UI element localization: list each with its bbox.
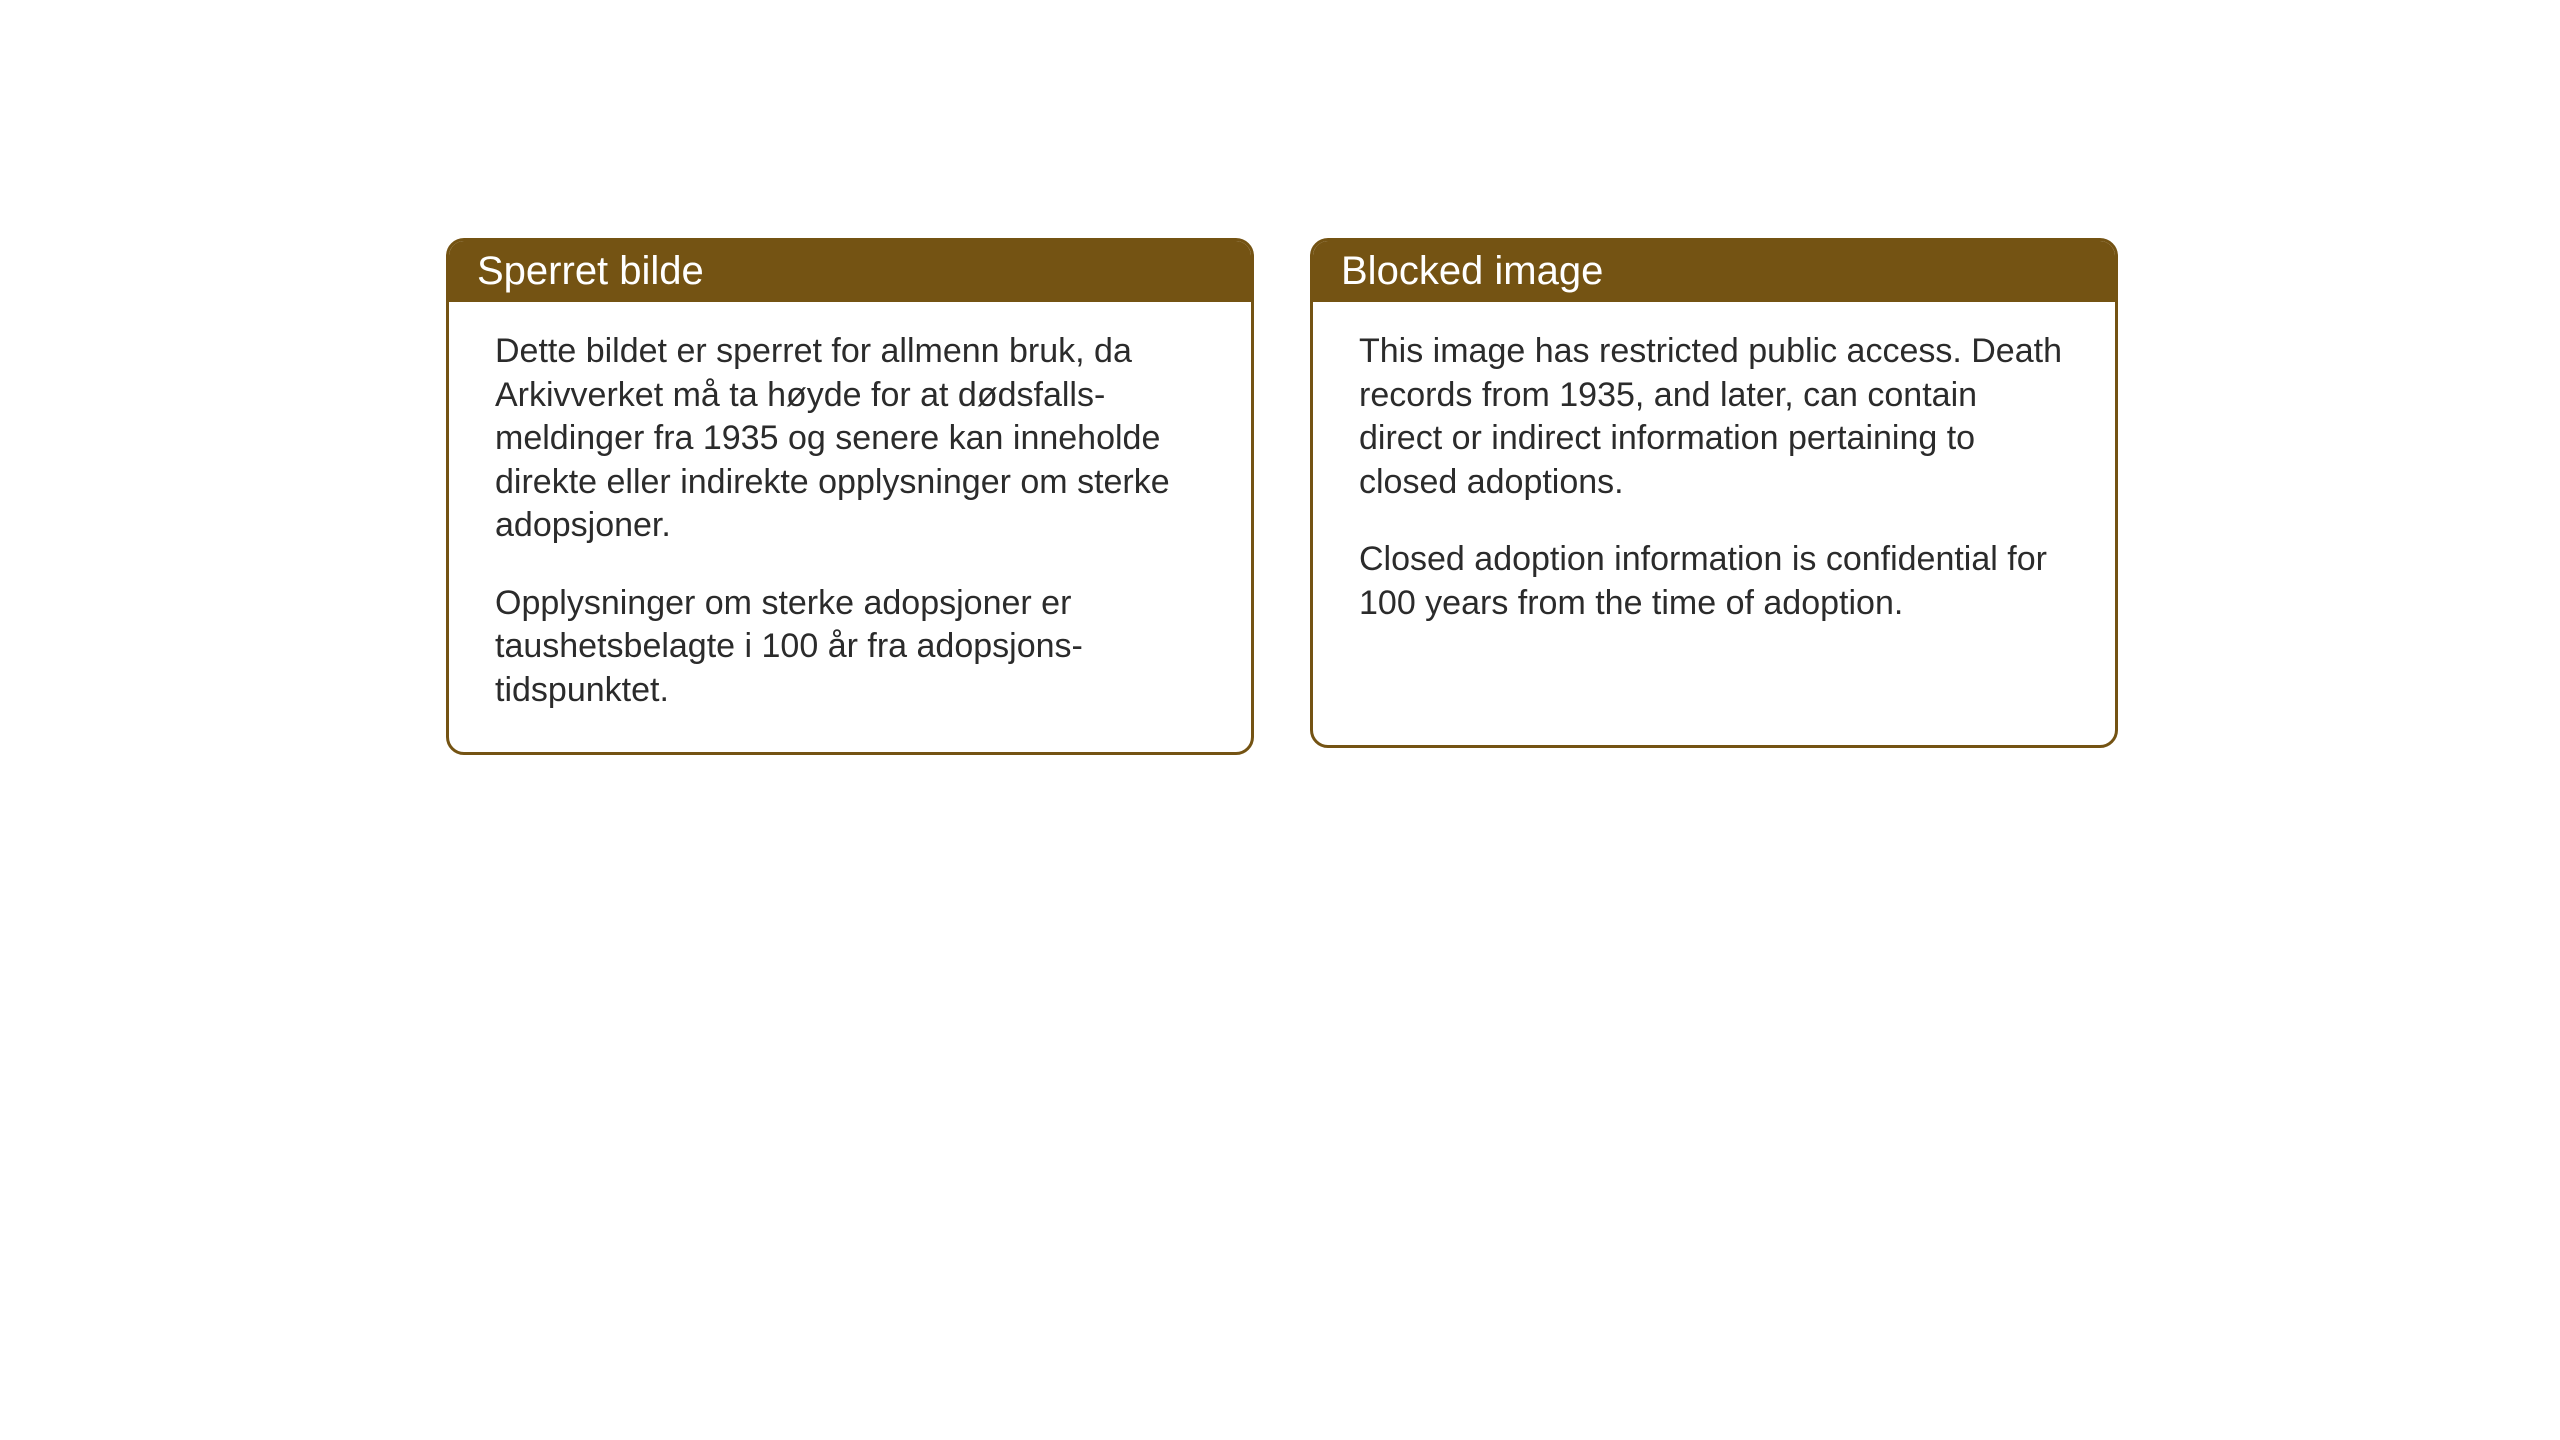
notice-card-norwegian: Sperret bilde Dette bildet er sperret fo…: [446, 238, 1254, 755]
notice-title-english: Blocked image: [1341, 249, 1603, 293]
notice-title-norwegian: Sperret bilde: [477, 249, 704, 293]
notice-container: Sperret bilde Dette bildet er sperret fo…: [446, 238, 2118, 755]
notice-paragraph-2-english: Closed adoption information is confident…: [1359, 538, 2069, 625]
notice-body-english: This image has restricted public access.…: [1313, 302, 2115, 665]
notice-header-english: Blocked image: [1313, 241, 2115, 302]
notice-body-norwegian: Dette bildet er sperret for allmenn bruk…: [449, 302, 1251, 752]
notice-paragraph-2-norwegian: Opplysninger om sterke adopsjoner er tau…: [495, 582, 1205, 713]
notice-header-norwegian: Sperret bilde: [449, 241, 1251, 302]
notice-card-english: Blocked image This image has restricted …: [1310, 238, 2118, 748]
notice-paragraph-1-norwegian: Dette bildet er sperret for allmenn bruk…: [495, 330, 1205, 548]
notice-paragraph-1-english: This image has restricted public access.…: [1359, 330, 2069, 504]
